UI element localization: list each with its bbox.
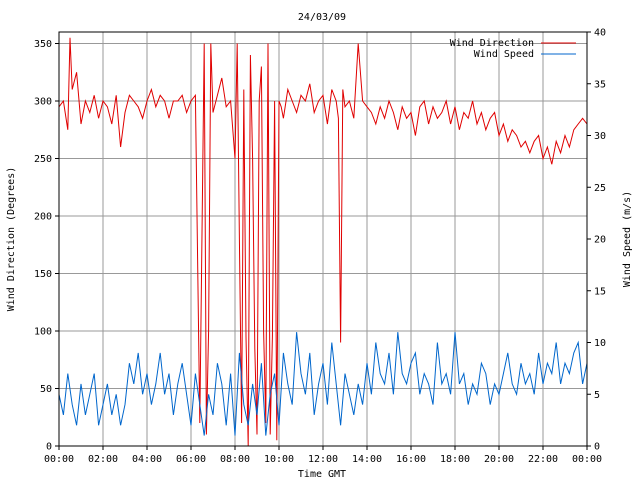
right-tick-label: 30 (594, 131, 606, 142)
left-axis-label: Wind Direction (Degrees) (6, 167, 17, 312)
left-tick-label: 100 (34, 327, 52, 338)
right-tick-label: 15 (594, 286, 606, 297)
right-tick-label: 25 (594, 183, 606, 194)
legend-label-wind-direction: Wind Direction (450, 38, 534, 49)
x-tick-label: 02:00 (88, 454, 118, 465)
x-axis: 00:00 02:00 04:00 06:00 08:00 10:00 12:00 14:00… (44, 446, 602, 465)
left-tick-label: 50 (40, 384, 52, 395)
x-tick-label: 22:00 (528, 454, 558, 465)
series-line-wind-direction (58, 37, 588, 447)
left-tick-label: 250 (34, 154, 52, 165)
left-axis: 0 50 100 150 200 250 300 350 (34, 39, 59, 453)
right-axis-label: Wind Speed (m/s) (622, 191, 633, 287)
x-tick-label: 10:00 (264, 454, 294, 465)
series-layer (58, 37, 588, 447)
x-tick-label: 12:00 (308, 454, 338, 465)
right-tick-label: 5 (594, 390, 600, 401)
right-tick-label: 35 (594, 79, 606, 90)
x-tick-label: 18:00 (440, 454, 470, 465)
left-tick-label: 0 (46, 442, 52, 453)
x-tick-label: 14:00 (352, 454, 382, 465)
x-axis-label: Time GMT (298, 469, 346, 480)
x-tick-label: 16:00 (396, 454, 426, 465)
legend-label-wind-speed: Wind Speed (474, 49, 534, 60)
x-tick-label: 20:00 (484, 454, 514, 465)
left-tick-label: 350 (34, 39, 52, 50)
chart-title: 24/03/09 (298, 12, 346, 23)
grid (59, 32, 587, 446)
right-tick-label: 0 (594, 442, 600, 453)
x-tick-label: 00:00 (44, 454, 74, 465)
right-axis: 0 5 10 15 20 25 30 35 40 (587, 28, 606, 453)
left-tick-label: 300 (34, 97, 52, 108)
right-tick-label: 20 (594, 235, 606, 246)
left-tick-label: 150 (34, 269, 52, 280)
series-line-wind-speed (58, 332, 588, 436)
x-tick-label: 04:00 (132, 454, 162, 465)
x-tick-label: 00:00 (572, 454, 602, 465)
right-tick-label: 10 (594, 338, 606, 349)
x-tick-label: 06:00 (176, 454, 206, 465)
right-tick-label: 40 (594, 28, 606, 39)
left-tick-label: 200 (34, 212, 52, 223)
x-tick-label: 08:00 (220, 454, 250, 465)
